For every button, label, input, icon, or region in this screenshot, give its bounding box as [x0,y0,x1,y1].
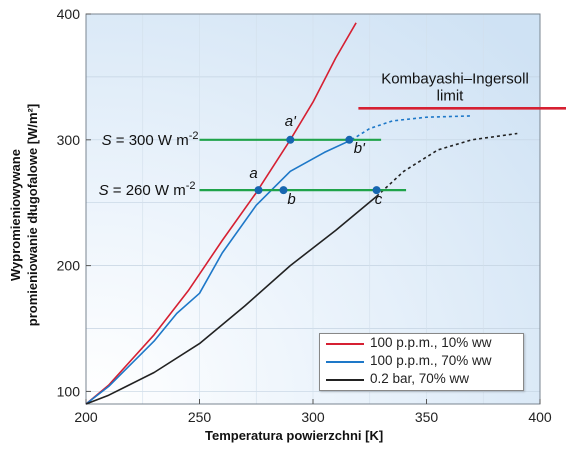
legend-label-black: 0.2 bar, 70% ww [370,371,470,386]
y-axis-label-line2: promieniowanie długofalowe [W/m²] [25,103,40,327]
point-label-3: b [287,191,295,208]
intersection-point-4 [372,186,381,195]
solar-label-260: S = 260 W m-2 [99,180,196,199]
legend-label-red: 100 p.p.m., 10% ww [370,335,492,350]
series-dashed-line-1 [351,115,472,141]
legend-swatch-blue [326,361,364,363]
legend-swatch-red [326,343,364,345]
intersection-point-1 [345,135,354,144]
y-tick-label: 100 [57,383,81,399]
intersection-point-3 [279,186,288,195]
y-axis-label: Wypromieniowywane promieniowanie długofa… [7,104,41,326]
y-axis-label-line1: Wypromieniowywane [8,149,23,281]
y-tick-label: 300 [57,132,81,148]
legend-item-blue: 100 p.p.m., 70% ww [320,353,523,370]
kombayashi-limit-label-line2: limit [437,87,464,104]
intersection-point-0 [286,135,295,144]
intersection-point-2 [254,186,263,195]
x-tick-label: 250 [188,409,212,425]
series-line-0 [85,22,357,405]
x-tick-label: 400 [528,409,552,425]
series-dashed-line-2 [376,132,518,197]
x-axis-label: Temperatura powierzchni [K] [205,428,384,443]
x-tick-label: 300 [301,409,325,425]
y-tick-label: 200 [57,258,81,274]
solar-label-300: S = 300 W m-2 [102,130,199,149]
point-label-1: b' [354,140,366,157]
x-tick-label: 350 [415,409,439,425]
y-tick-label: 400 [57,6,81,22]
series-line-2 [85,195,378,405]
point-label-4: c [375,191,383,208]
legend-item-black: 0.2 bar, 70% ww [320,371,523,388]
kombayashi-limit-label-line1: Kombayashi–Ingersoll [381,70,529,87]
point-label-2: a [249,165,257,182]
legend-swatch-black [326,379,364,381]
series-line-1 [85,139,352,405]
x-tick-label: 200 [74,409,98,425]
legend: 100 p.p.m., 10% ww 100 p.p.m., 70% ww 0.… [319,333,524,391]
legend-item-red: 100 p.p.m., 10% ww [320,335,523,352]
y-axis-label-wrap: Wypromieniowywane promieniowanie długofa… [0,0,50,453]
legend-label-blue: 100 p.p.m., 70% ww [370,353,492,368]
point-label-0: a' [285,113,297,130]
